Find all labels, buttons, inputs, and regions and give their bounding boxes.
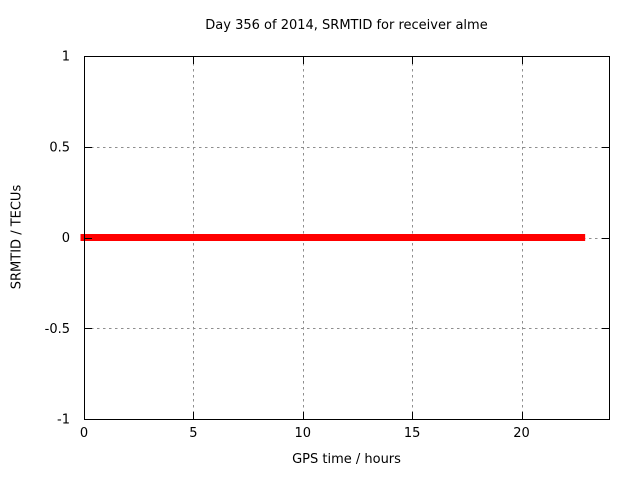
x-tick-label: 5 <box>189 426 197 441</box>
x-axis-label: GPS time / hours <box>292 452 401 467</box>
y-tick-label: -1 <box>57 413 70 428</box>
x-tick-label: 15 <box>404 426 421 441</box>
plot-border <box>84 56 610 420</box>
y-tick-label: 0 <box>62 231 70 246</box>
x-tick-label: 0 <box>80 426 88 441</box>
y-tick-label: 0.5 <box>49 140 70 155</box>
y-tick-label: -0.5 <box>45 322 70 337</box>
x-tick-label: 20 <box>513 426 530 441</box>
chart-title: Day 356 of 2014, SRMTID for receiver alm… <box>205 18 488 33</box>
x-tick-label: 10 <box>294 426 311 441</box>
y-tick-label: 1 <box>62 50 70 65</box>
